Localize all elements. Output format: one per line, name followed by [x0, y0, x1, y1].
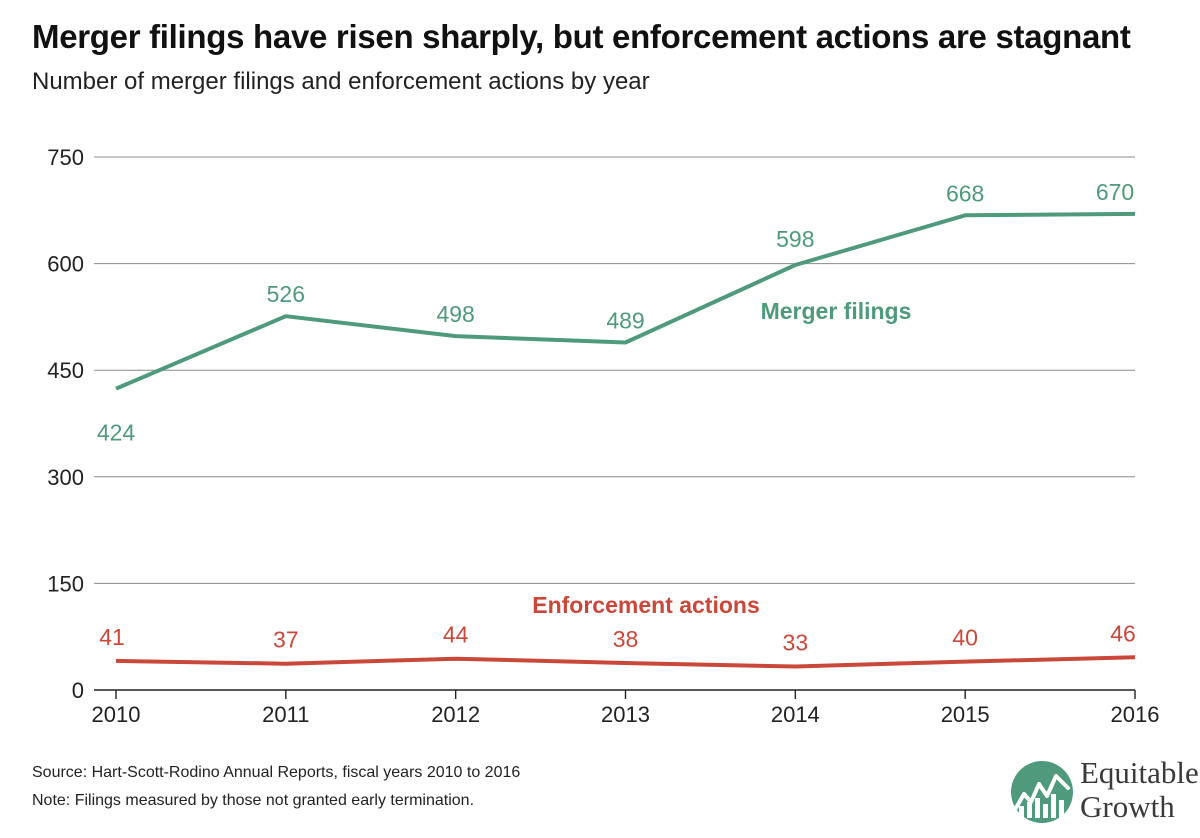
- y-tick-label-750: 750: [47, 145, 84, 170]
- y-tick-label-450: 450: [47, 358, 84, 383]
- chart-title: Merger filings have risen sharply, but e…: [32, 18, 1131, 55]
- equitable-growth-chart-icon: [1011, 761, 1073, 823]
- enforcement-actions-data-label-2015: 40: [952, 625, 978, 651]
- y-axis-tick-labels: 0 150 300 450 600 750: [47, 145, 84, 703]
- merger-filings-data-label-2015: 668: [946, 180, 984, 206]
- gridlines: [94, 156, 1135, 584]
- y-tick-label-600: 600: [47, 252, 84, 277]
- chart-subtitle: Number of merger filings and enforcement…: [32, 68, 650, 95]
- x-tick-label-2015: 2015: [941, 702, 990, 727]
- logo-wordmark: Equitable Growth: [1080, 756, 1199, 824]
- enforcement-actions-data-label-2013: 38: [613, 626, 639, 652]
- enforcement-actions-data-label-2011: 37: [273, 627, 299, 653]
- filings-note: Note: Filings measured by those not gran…: [32, 792, 475, 809]
- series-label-enforcement-actions: Enforcement actions: [532, 592, 760, 618]
- merger-filings-data-label-2012: 498: [436, 301, 474, 327]
- source-note: Source: Hart-Scott-Rodino Annual Reports…: [32, 764, 521, 781]
- merger-filings-data-label-2011: 526: [267, 281, 305, 307]
- y-tick-label-300: 300: [47, 465, 84, 490]
- x-tick-label-2010: 2010: [92, 702, 141, 727]
- enforcement-actions-data-label-2010: 41: [99, 624, 125, 650]
- y-tick-label-150: 150: [47, 571, 84, 596]
- x-tick-label-2014: 2014: [771, 702, 820, 727]
- x-axis: 2010 2011 2012 2013 2014 2015 2016: [92, 689, 1160, 727]
- series-label-merger-filings: Merger filings: [761, 298, 912, 324]
- data-labels: 424 526 498 489 598 668 670 41 37 44 38 33 40 46 Merge…: [97, 179, 1136, 656]
- merger-filings-data-label-2016: 670: [1096, 179, 1134, 205]
- logo-line-2: Growth: [1080, 789, 1175, 824]
- merger-filings-data-label-2010: 424: [97, 420, 136, 446]
- x-tick-label-2016: 2016: [1111, 702, 1160, 727]
- enforcement-actions-data-label-2014: 33: [783, 630, 809, 656]
- series-lines: [115, 211, 1136, 669]
- y-tick-label-0: 0: [72, 678, 84, 703]
- logo-line-1: Equitable: [1080, 755, 1199, 790]
- enforcement-actions-line: [115, 655, 1136, 669]
- x-tick-label-2012: 2012: [431, 702, 480, 727]
- x-tick-label-2011: 2011: [262, 702, 309, 727]
- enforcement-actions-data-label-2016: 46: [1110, 620, 1136, 646]
- merger-filings-data-label-2014: 598: [776, 226, 814, 252]
- enforcement-actions-data-label-2012: 44: [443, 622, 469, 648]
- x-tick-label-2013: 2013: [601, 702, 650, 727]
- merger-filings-data-label-2013: 489: [606, 307, 644, 333]
- equitable-growth-logo: Equitable Growth: [1010, 754, 1200, 834]
